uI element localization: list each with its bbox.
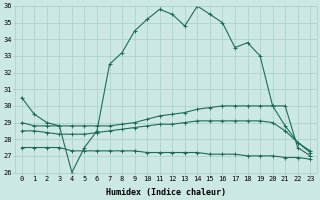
X-axis label: Humidex (Indice chaleur): Humidex (Indice chaleur): [106, 188, 226, 197]
